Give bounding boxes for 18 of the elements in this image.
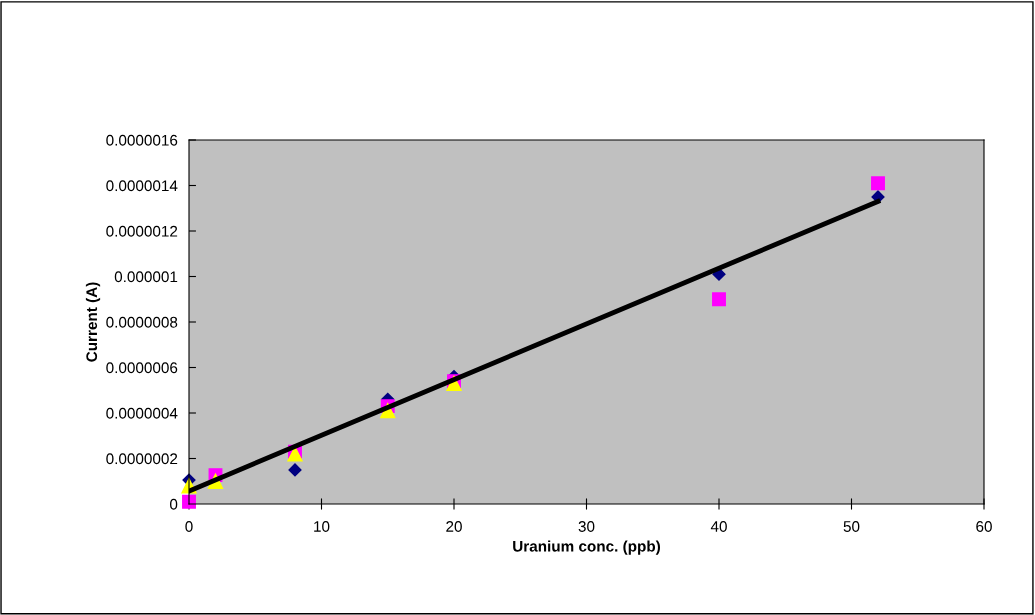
y-tick-label: 0.0000004 [106,407,178,419]
y-tick-label: 0.0000016 [106,134,178,146]
x-tick-label: 50 [843,521,860,532]
x-tick-label: 60 [976,521,992,532]
y-tick-label: 0.0000012 [106,225,178,237]
x-tick-label: 10 [314,521,330,532]
y-tick-label: 0.0000006 [106,362,178,374]
y-tick-label: 0.0000002 [106,453,178,465]
x-tick-label: 20 [446,521,462,532]
x-tick-label: 0 [185,521,193,532]
x-tick-label: 30 [578,521,595,532]
y-tick-label: 0 [169,498,178,510]
y-axis-title: Current (A) [85,282,101,362]
x-tick-label: 40 [710,521,727,532]
y-tick-label: 0.000001 [114,271,178,283]
y-tick-label: 0.0000014 [106,180,178,192]
y-tick-label: 0.0000008 [106,316,178,328]
x-axis-title: Uranium conc. (ppb) [513,540,661,555]
